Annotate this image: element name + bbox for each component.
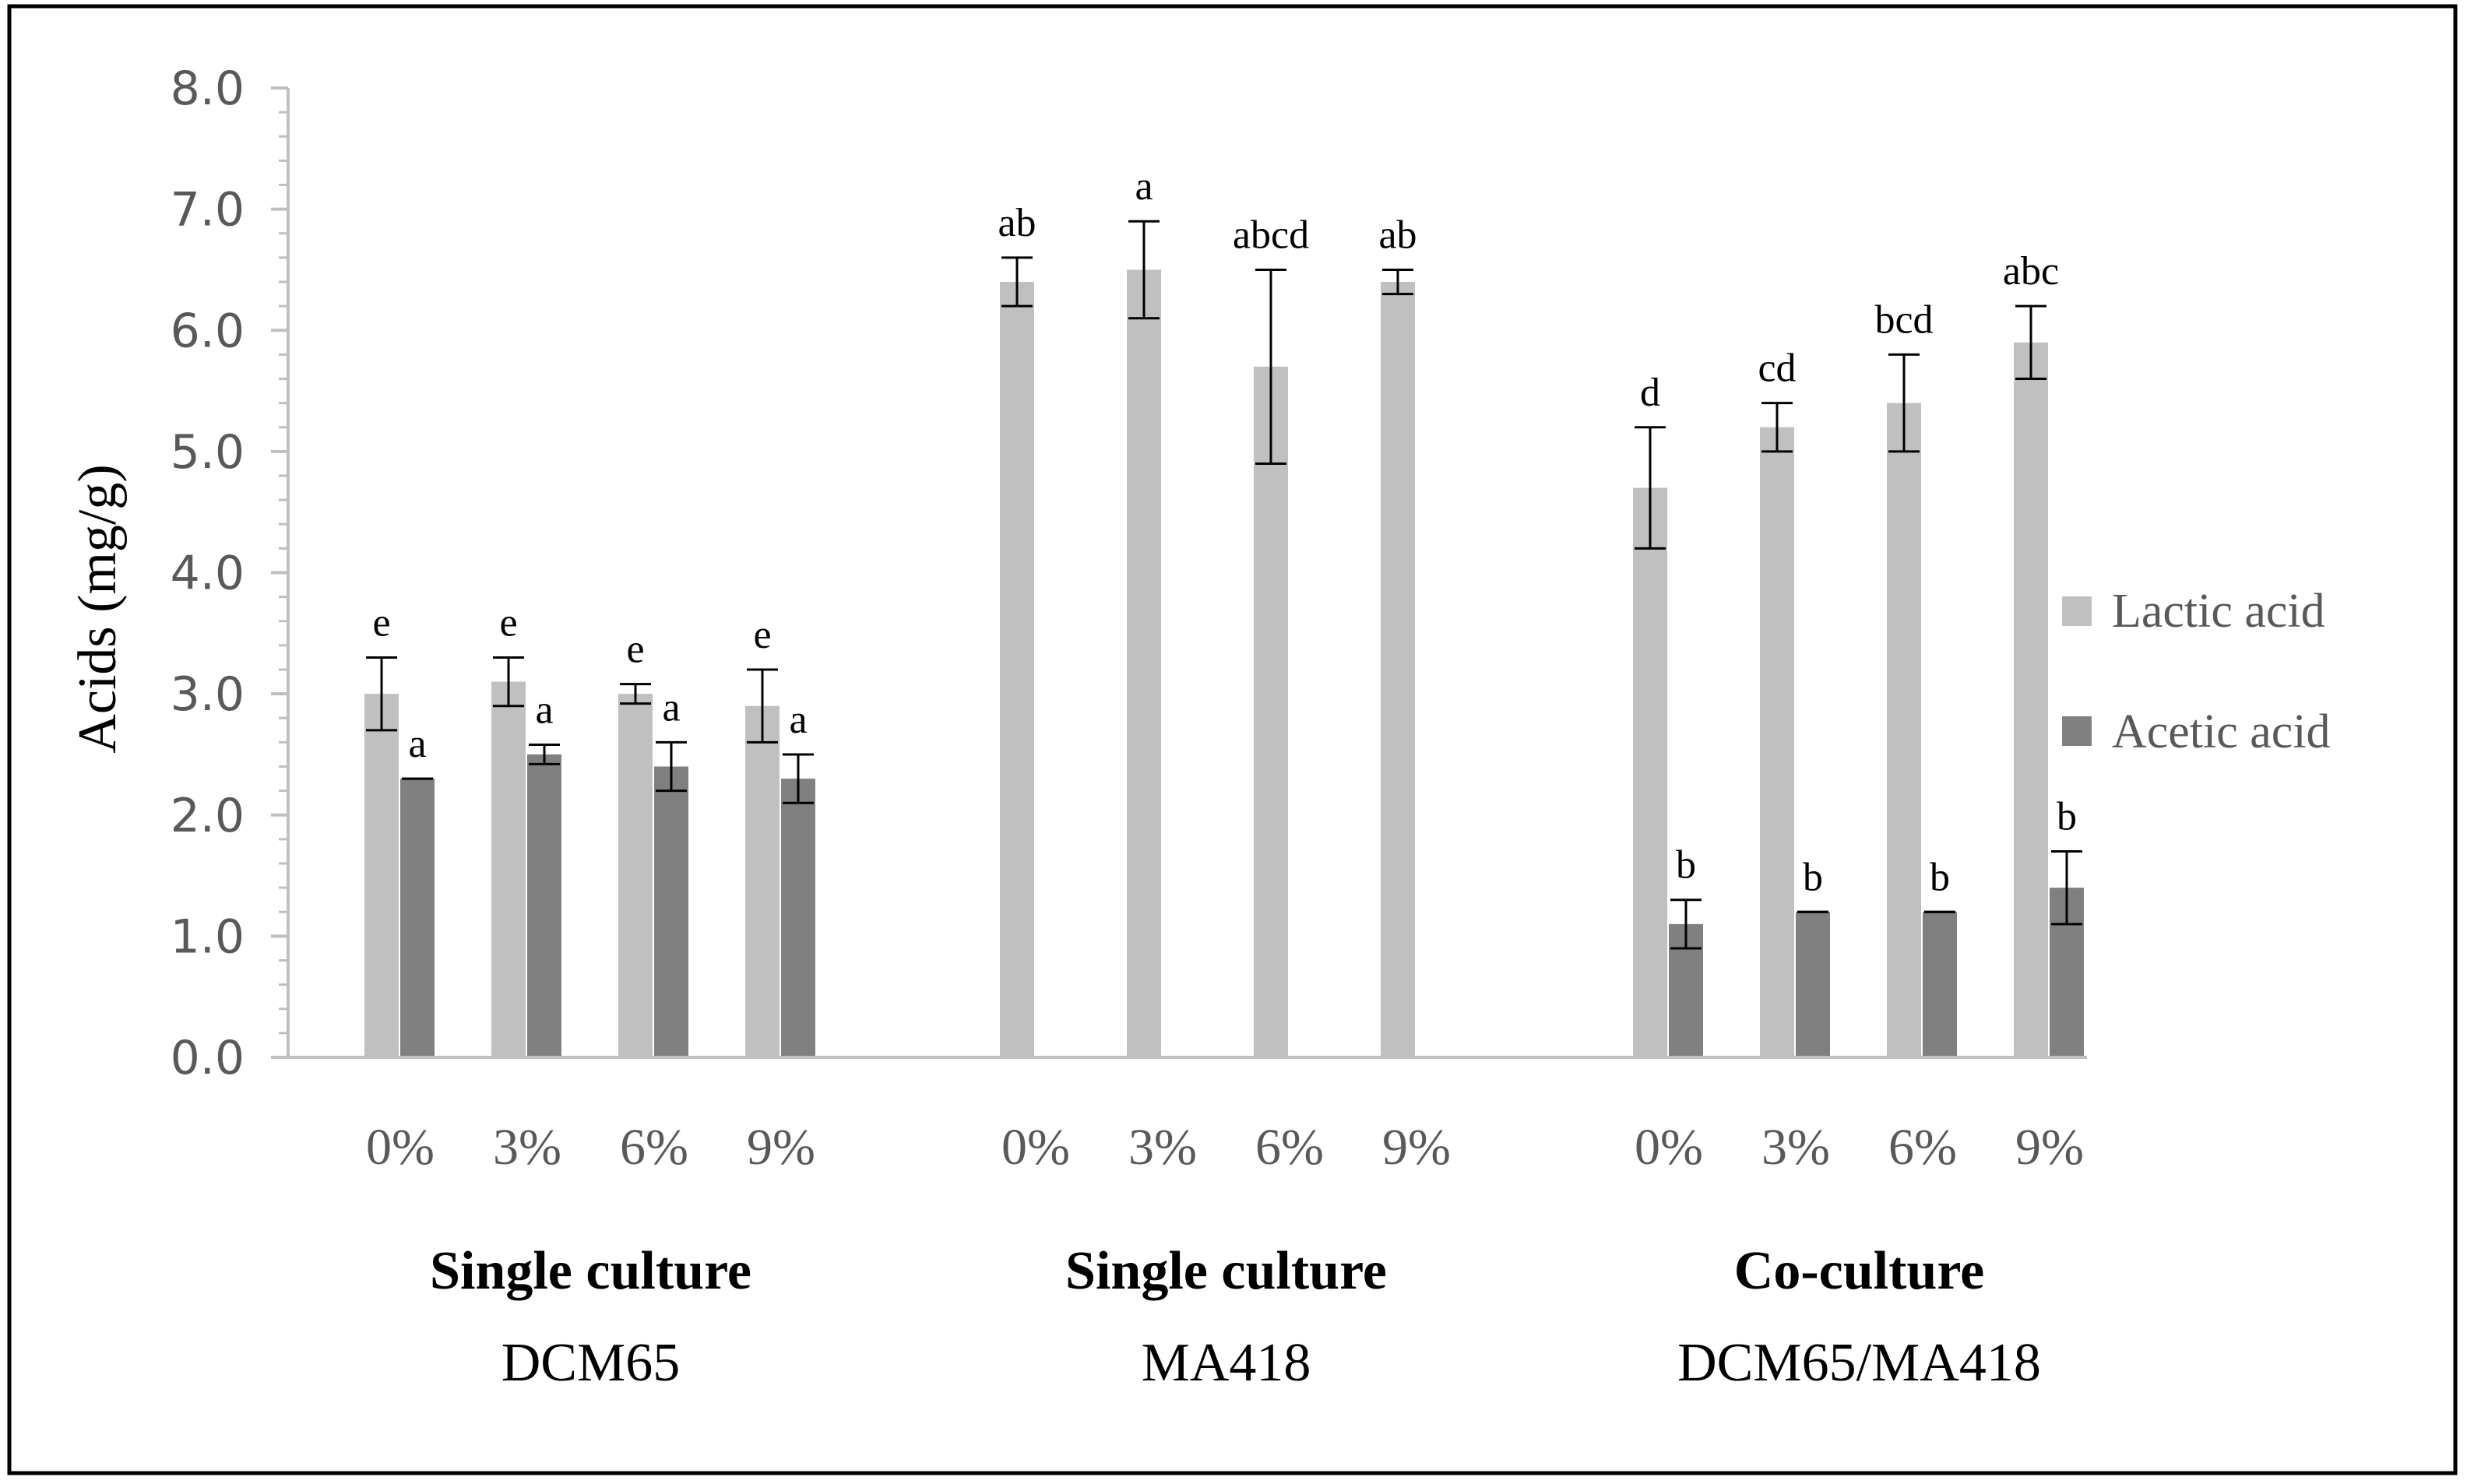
- bar-lactic: [618, 694, 653, 1057]
- group-subtitle: DCM65/MA418: [1677, 1333, 2041, 1393]
- bar-lactic: [1760, 427, 1794, 1057]
- bar-lactic: [1887, 403, 1921, 1057]
- x-category-label: 0%: [1001, 1119, 1070, 1176]
- significance-label-lactic: a: [1135, 164, 1153, 209]
- bar-acetic: [781, 779, 815, 1057]
- category-labels: 0% 3% 6% 9% Single culture DCM65 0% 3% 6% 9% Singl…: [366, 1119, 2084, 1393]
- x-category-label: 9%: [2015, 1119, 2084, 1176]
- y-tick-label: 4.0: [171, 547, 245, 601]
- significance-label-acetic: b: [1803, 855, 1823, 899]
- y-tick-label: 0.0: [171, 1031, 245, 1085]
- legend-label-lactic: Lactic acid: [2112, 585, 2325, 638]
- legend-swatch-acetic: [2062, 716, 2092, 746]
- significance-label-acetic: a: [408, 722, 426, 766]
- x-category-label: 0%: [1635, 1119, 1703, 1176]
- significance-label-lactic: e: [499, 600, 517, 645]
- y-tick-label: 3.0: [171, 667, 245, 722]
- y-tick-label: 2.0: [171, 789, 245, 843]
- bar-lactic: [1127, 269, 1161, 1057]
- significance-label-acetic: a: [535, 687, 553, 732]
- bar-lactic: [745, 705, 780, 1057]
- bar-acetic: [1923, 912, 1957, 1057]
- y-tick-label: 5.0: [171, 425, 245, 480]
- legend: Lactic acid Acetic acid: [2062, 585, 2331, 758]
- significance-label-lactic: e: [753, 613, 771, 657]
- group-title: Single culture: [430, 1241, 751, 1301]
- x-category-label: 0%: [366, 1119, 435, 1176]
- x-category-label: 6%: [1255, 1119, 1324, 1176]
- group-title: Co-culture: [1734, 1241, 1984, 1301]
- legend-label-acetic: Acetic acid: [2112, 705, 2331, 758]
- significance-label-acetic: b: [1930, 855, 1950, 899]
- bar-lactic: [491, 681, 526, 1057]
- y-axis-label: Acids (mg/g): [68, 464, 128, 753]
- significance-label-lactic: abcd: [1233, 213, 1309, 257]
- x-category-label: 3%: [493, 1119, 561, 1176]
- bar-acetic: [1796, 912, 1830, 1057]
- y-axis-ticks: 0.0 1.0 2.0 3.0 4.0 5.0 6.0 7.0 8.0: [171, 62, 288, 1085]
- significance-label-lactic: abc: [2003, 249, 2059, 294]
- significance-label-acetic: a: [662, 685, 680, 730]
- significance-label-lactic: bcd: [1874, 297, 1933, 342]
- significance-label-lactic: d: [1640, 371, 1660, 415]
- significance-label-lactic: ab: [1378, 213, 1417, 257]
- x-category-label: 3%: [1128, 1119, 1197, 1176]
- bar-lactic: [1633, 487, 1667, 1057]
- significance-label-acetic: a: [789, 698, 807, 742]
- y-tick-label: 8.0: [171, 62, 245, 116]
- group-subtitle: DCM65: [501, 1333, 680, 1393]
- x-category-label: 6%: [1888, 1119, 1957, 1176]
- y-tick-label: 1.0: [171, 909, 245, 964]
- legend-swatch-lactic: [2062, 596, 2092, 626]
- significance-label-lactic: ab: [998, 201, 1036, 245]
- x-category-label: 9%: [1382, 1119, 1451, 1176]
- group-subtitle: MA418: [1142, 1333, 1311, 1393]
- significance-label-lactic: e: [372, 600, 390, 645]
- axes: [287, 88, 2087, 1059]
- x-category-label: 6%: [620, 1119, 688, 1176]
- bar-lactic: [1254, 366, 1288, 1057]
- significance-label-lactic: e: [626, 628, 644, 672]
- bar-acetic: [654, 766, 688, 1057]
- significance-label-acetic: b: [1676, 843, 1696, 888]
- y-tick-label: 6.0: [171, 304, 245, 358]
- bar-lactic: [2014, 342, 2048, 1057]
- bar-lactic: [1000, 282, 1034, 1057]
- y-tick-label: 7.0: [171, 183, 245, 237]
- bar-acetic: [527, 754, 561, 1057]
- significance-label-acetic: b: [2057, 794, 2077, 839]
- x-category-label: 3%: [1761, 1119, 1830, 1176]
- bar-lactic: [1381, 282, 1415, 1057]
- bar-acetic: [400, 779, 435, 1057]
- group-title: Single culture: [1065, 1241, 1387, 1301]
- bar-lactic: [364, 694, 399, 1057]
- x-category-label: 9%: [747, 1119, 815, 1176]
- significance-label-lactic: cd: [1758, 346, 1796, 391]
